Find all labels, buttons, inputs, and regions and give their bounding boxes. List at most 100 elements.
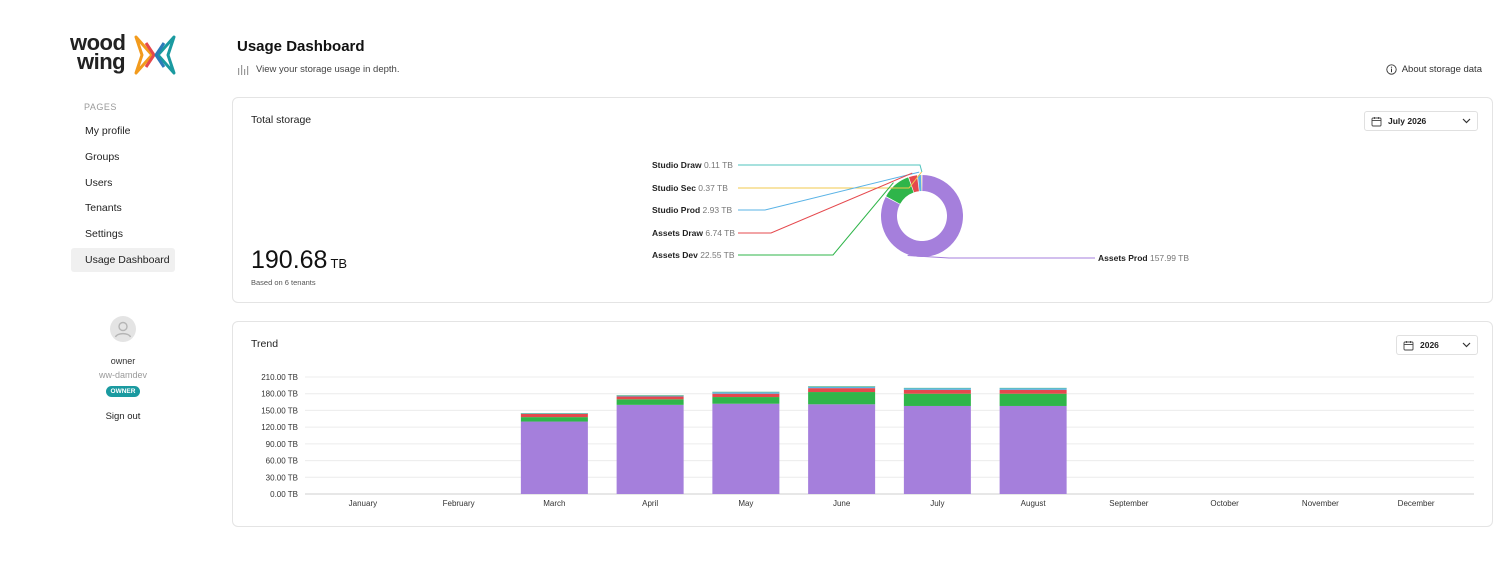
trend-title: Trend [251,338,279,350]
bar-april-assets-draw[interactable] [616,396,684,400]
bar-august-studio-prod[interactable] [999,388,1067,390]
donut-slice-assets-dev[interactable] [886,177,914,204]
logo-word-wing: wing [77,49,126,74]
bar-may-assets-draw[interactable] [712,393,780,398]
x-tick-label-may: May [738,499,753,508]
sign-out-link[interactable]: Sign out [105,411,141,422]
x-tick-label-october: October [1210,499,1239,508]
bar-july-assets-dev[interactable] [903,393,971,406]
leader-line-assets-prod [907,254,1095,259]
sidebar-item-usage-dashboard[interactable]: Usage Dashboard [71,247,175,272]
donut-slice-assets-prod[interactable] [881,175,963,257]
chevron-down-icon [1462,118,1471,124]
trend-card: 0.00 TB 30.00 TB 60.00 TB 90.00 TB 120.00 TB… [232,321,1493,527]
leader-line-assets-dev [738,182,894,256]
bar-june-assets-prod[interactable] [808,404,876,494]
bar-march-assets-dev[interactable] [520,417,588,422]
bar-july-studio-draw[interactable] [903,387,971,389]
y-tick-label: 30.00 TB [266,473,298,482]
x-tick-label-december: December [1398,499,1435,508]
month-select-value: July 2026 [1388,116,1427,126]
user-panel: owner ww-damdev OWNER Sign out [70,316,176,422]
donut-label-assets-draw: Assets Draw 6.74 TB [652,228,735,238]
bar-june-assets-dev[interactable] [808,392,876,405]
total-value-unit: TB [330,256,348,271]
total-value-number: 190.68 [251,246,328,274]
chevron-down-icon [1462,342,1471,348]
bar-august-assets-prod[interactable] [999,405,1067,494]
bar-august-studio-draw[interactable] [999,387,1067,389]
avatar[interactable] [110,316,136,342]
page-title: Usage Dashboard [237,38,365,55]
bar-july-studio-prod[interactable] [903,388,971,390]
butterfly-icon [134,35,176,75]
bar-chart-icon [238,65,249,75]
bar-may-studio-prod[interactable] [712,392,780,394]
donut-label-studio-sec: Studio Sec 0.37 TB [652,183,728,193]
year-select-value: 2026 [1420,340,1439,350]
y-tick-label: 150.00 TB [261,406,298,415]
y-tick-label: 90.00 TB [266,440,298,449]
total-storage-card: Studio Draw 0.11 TB Studio Sec 0.37 TB Stu… [232,97,1493,303]
pages-section-label: PAGES [84,102,117,112]
y-tick-label: 60.00 TB [266,457,298,466]
donut-label-assets-dev: Assets Dev 22.55 TB [652,250,735,260]
bar-march-studio-draw[interactable] [520,412,588,414]
donut-label-assets-prod: Assets Prod 157.99 TB [1098,253,1189,263]
leader-line-studio-sec [738,171,922,189]
total-storage-value: 190.68 TB [251,246,347,275]
bar-july-assets-draw[interactable] [903,389,971,394]
user-icon [114,321,132,338]
bar-june-assets-draw[interactable] [808,388,876,393]
donut-label-studio-draw: Studio Draw 0.11 TB [652,160,733,170]
sidebar-item-my-profile[interactable]: My profile [85,125,131,137]
user-name: owner [110,356,136,366]
bar-march-assets-draw[interactable] [520,413,588,418]
subtitle-text: View your storage usage in depth. [256,64,400,75]
woodwing-logo[interactable]: wood wing [70,30,180,79]
bar-april-studio-prod[interactable] [616,395,684,397]
donut-slice-studio-prod[interactable] [917,175,922,192]
role-badge: OWNER [105,386,141,397]
x-tick-label-november: November [1302,499,1339,508]
bar-march-assets-prod[interactable] [520,421,588,494]
tenant-count-note: Based on 6 tenants [251,278,316,287]
month-select[interactable]: July 2026 [1364,111,1478,131]
sidebar-item-tenants[interactable]: Tenants [85,202,122,215]
bar-may-assets-prod[interactable] [712,403,780,494]
bar-april-assets-prod[interactable] [616,404,684,494]
bar-april-assets-dev[interactable] [616,399,684,405]
x-tick-label-august: August [1021,499,1047,508]
total-storage-title: Total storage [251,114,312,126]
sidebar: wood wing PAGES My profile Groups Users … [0,0,215,571]
sidebar-item-users[interactable]: Users [85,176,113,189]
sidebar-item-settings[interactable]: Settings [85,228,123,241]
leader-line-assets-draw [738,172,913,234]
bar-april-studio-draw[interactable] [616,395,684,396]
y-tick-label: 210.00 TB [261,373,298,382]
leader-line-studio-prod [738,171,920,211]
donut-slice-assets-draw[interactable] [908,175,919,193]
year-select[interactable]: 2026 [1396,335,1478,355]
logo-wordmark: wood wing [70,30,126,74]
x-tick-label-february: February [443,499,475,508]
bar-june-studio-draw[interactable] [808,386,876,387]
about-storage-link[interactable]: About storage data [1386,64,1482,75]
leader-line-studio-draw [738,164,923,173]
bar-july-assets-prod[interactable] [903,405,971,494]
about-storage-label: About storage data [1401,64,1482,75]
calendar-icon [1371,116,1382,126]
x-tick-label-april: April [642,499,658,508]
page-subtitle: View your storage usage in depth. [237,64,399,75]
bar-may-studio-draw[interactable] [712,391,780,393]
y-tick-label: 120.00 TB [261,423,298,432]
bar-june-studio-prod[interactable] [808,386,876,389]
bar-august-assets-draw[interactable] [999,389,1067,394]
sidebar-item-groups[interactable]: Groups [85,150,120,163]
user-tenant: ww-damdev [98,370,147,380]
x-tick-label-january: January [349,499,377,508]
bar-may-assets-dev[interactable] [712,397,780,404]
logo-word-wood: wood [70,30,126,55]
trend-bar-chart: 0.00 TB 30.00 TB 60.00 TB 90.00 TB 120.00 TB… [261,373,1474,508]
bar-august-assets-dev[interactable] [999,393,1067,406]
